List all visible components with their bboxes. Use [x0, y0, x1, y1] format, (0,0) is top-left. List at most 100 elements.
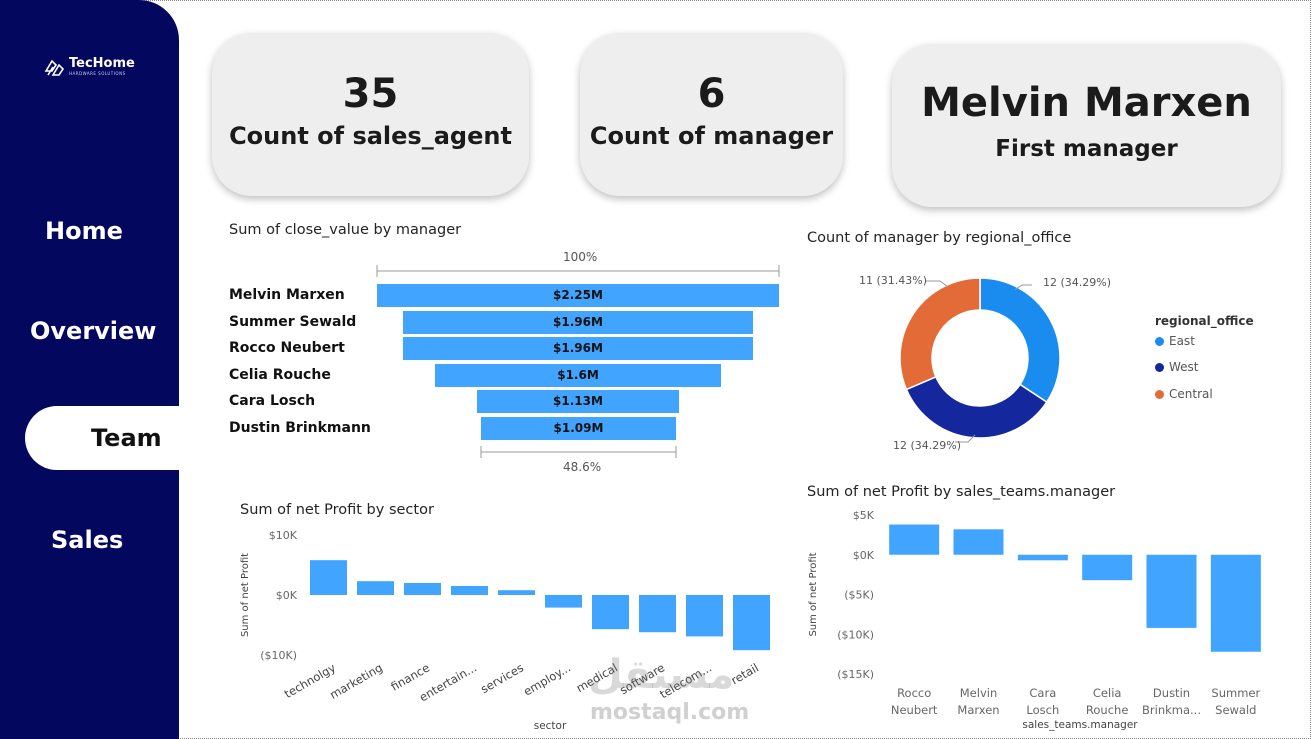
x-tick-label: marketing — [327, 660, 385, 701]
x-tick-label: employ... — [521, 660, 573, 698]
donut-chart — [899, 277, 1061, 443]
x-tick-label: Rocco — [897, 686, 931, 700]
bar[interactable] — [498, 590, 535, 595]
legend-label: Central — [1169, 387, 1213, 401]
funnel-title: Sum of close_value by manager — [229, 222, 462, 238]
y-tick-label: $5K — [853, 509, 875, 522]
manager-bar-chart: $5K $0K ($5K) ($10K) ($15K) Rocco Neubert Melvi… — [808, 509, 1261, 731]
card-label: Count of sales_agent — [229, 122, 512, 150]
bar[interactable] — [639, 595, 676, 633]
donut-title: Count of manager by regional_office — [807, 230, 1072, 246]
card-value: 6 — [697, 71, 726, 117]
funnel-data-label: $1.6M — [557, 368, 599, 382]
x-tick-label: Brinkma... — [1142, 703, 1201, 717]
sidebar: TecHome HARDWARE SOLUTIONS — [0, 0, 179, 739]
x-tick-label: Losch — [1026, 703, 1059, 717]
y-axis-title: Sum of net Profit — [808, 552, 819, 636]
bar[interactable] — [1017, 554, 1068, 561]
funnel-bar[interactable]: $1.13M — [477, 390, 679, 413]
x-tick-label: Melvin — [960, 686, 997, 700]
bar[interactable] — [1210, 554, 1261, 652]
card-managers: 6 Count of manager — [580, 33, 843, 196]
card-value: 35 — [342, 71, 399, 117]
y-tick-label: $10K — [269, 529, 298, 542]
funnel-category-label: Celia Rouche — [229, 367, 331, 383]
nav-sales[interactable]: Sales — [51, 526, 124, 554]
nav-team[interactable]: Team — [25, 406, 185, 470]
bar[interactable] — [1082, 554, 1133, 581]
card-label: Count of manager — [589, 122, 834, 150]
donut-label-west: 12 (34.29%) — [893, 439, 962, 452]
funnel-bar[interactable]: $1.96M — [403, 311, 753, 334]
brand-logo: TecHome HARDWARE SOLUTIONS — [44, 57, 135, 79]
funnel-bar[interactable]: $1.96M — [403, 337, 753, 360]
funnel-data-label: $2.25M — [553, 288, 603, 302]
funnel-bottom-percent: 48.6% — [563, 460, 602, 474]
nav-overview[interactable]: Overview — [30, 317, 157, 345]
funnel-category-label: Melvin Marxen — [229, 287, 345, 303]
manager-chart-title: Sum of net Profit by sales_teams.manager — [807, 484, 1116, 500]
x-tick-label: Sewald — [1215, 703, 1256, 717]
donut-label-east: 12 (34.29%) — [1043, 276, 1112, 289]
bar[interactable] — [953, 529, 1004, 555]
x-tick-label: Cara — [1029, 686, 1056, 700]
legend-dot-icon — [1155, 389, 1164, 399]
x-tick-label: Celia — [1093, 686, 1122, 700]
x-tick-label: services — [478, 660, 526, 696]
bar[interactable] — [733, 595, 770, 651]
x-tick-label: Summer — [1211, 686, 1260, 700]
card-sales-agents: 35 Count of sales_agent — [212, 33, 529, 196]
funnel-category-label: Cara Losch — [229, 393, 316, 409]
x-tick-label: Dustin — [1153, 686, 1190, 700]
funnel-top-percent: 100% — [563, 250, 598, 264]
y-tick-label: $0K — [276, 589, 298, 602]
donut-legend-title: regional_office — [1155, 314, 1254, 328]
techome-logo-icon — [44, 59, 65, 76]
y-tick-label: ($15K) — [837, 668, 874, 681]
y-tick-label: $0K — [853, 549, 875, 562]
funnel-bar[interactable]: $2.25M — [377, 284, 779, 307]
bar[interactable] — [357, 581, 394, 595]
bar[interactable] — [889, 524, 940, 555]
legend-item-west[interactable]: West — [1155, 360, 1199, 374]
bar[interactable] — [686, 595, 723, 637]
legend-label: West — [1169, 360, 1199, 374]
watermark-latin: mostaql.com — [590, 700, 750, 725]
legend-label: East — [1169, 334, 1195, 348]
y-axis-title: Sum of net Profit — [240, 553, 251, 637]
legend-item-east[interactable]: East — [1155, 334, 1195, 348]
card-value: Melvin Marxen — [921, 80, 1252, 126]
sector-chart-title: Sum of net Profit by sector — [240, 502, 434, 518]
bar[interactable] — [310, 560, 347, 595]
legend-item-central[interactable]: Central — [1155, 387, 1213, 401]
y-tick-label: ($10K) — [260, 649, 297, 662]
bar[interactable] — [1146, 554, 1197, 628]
nav-home[interactable]: Home — [45, 217, 123, 245]
donut-slice-central[interactable] — [899, 277, 981, 391]
y-tick-label: ($10K) — [837, 628, 874, 641]
x-tick-label: Marxen — [957, 703, 999, 717]
funnel-data-label: $1.96M — [553, 315, 603, 329]
bar[interactable] — [545, 595, 582, 608]
funnel-bar[interactable]: $1.6M — [435, 364, 721, 387]
y-tick-label: ($5K) — [844, 589, 874, 602]
legend-dot-icon — [1155, 362, 1164, 372]
donut-slice-west[interactable] — [905, 375, 1048, 439]
x-tick-label: Neubert — [891, 703, 938, 717]
bar[interactable] — [451, 586, 488, 595]
nav-team-label: Team — [91, 424, 162, 452]
funnel-bar[interactable]: $1.09M — [481, 417, 676, 440]
donut-slice-east[interactable] — [979, 277, 1061, 404]
brand-tagline: HARDWARE SOLUTIONS — [69, 71, 126, 76]
bar[interactable] — [592, 595, 629, 630]
card-label: First manager — [995, 136, 1178, 162]
funnel-category-label: Rocco Neubert — [229, 340, 345, 356]
funnel-data-label: $1.09M — [553, 421, 604, 435]
donut-label-central: 11 (31.43%) — [859, 274, 928, 287]
funnel-category-label: Summer Sewald — [229, 314, 357, 330]
funnel-category-label: Dustin Brinkmann — [229, 420, 371, 436]
card-first-manager: Melvin Marxen First manager — [892, 44, 1281, 207]
bar[interactable] — [404, 583, 441, 595]
funnel-data-label: $1.13M — [553, 394, 603, 408]
brand-name: TecHome — [69, 56, 135, 71]
